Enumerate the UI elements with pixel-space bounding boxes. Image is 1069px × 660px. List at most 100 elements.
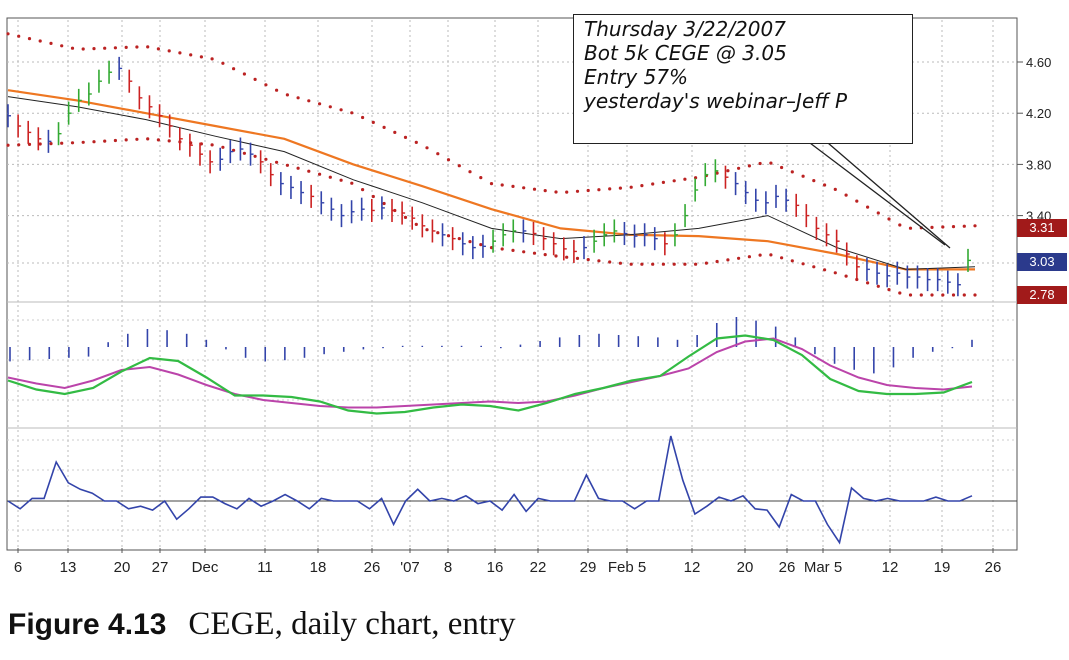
lower-band-dot xyxy=(951,293,956,297)
upper-band-dot xyxy=(790,170,794,174)
upper-band-dot xyxy=(446,158,451,162)
lower-band-dot xyxy=(382,201,386,206)
upper-band-dot xyxy=(833,187,837,191)
x-tick-label: '07 xyxy=(400,559,420,576)
upper-band-dot xyxy=(135,45,139,49)
x-tick-label: Mar 5 xyxy=(804,559,842,576)
upper-band-dot xyxy=(866,205,870,209)
lower-band-dot xyxy=(812,265,816,269)
upper-band-dot xyxy=(6,32,10,36)
lower-band-dot xyxy=(898,291,902,295)
upper-band-dot xyxy=(70,46,75,50)
lower-band-dot xyxy=(38,142,42,146)
upper-band-dot xyxy=(489,182,494,186)
x-tick-label: 8 xyxy=(444,559,452,576)
x-tick-label: 27 xyxy=(152,559,169,576)
lower-band-dot xyxy=(414,222,418,226)
upper-band-dot xyxy=(532,187,537,191)
x-tick-label: 11 xyxy=(257,559,273,576)
upper-band-dot xyxy=(414,140,418,144)
lower-band-dot xyxy=(70,141,75,145)
lower-band-dot xyxy=(823,268,827,272)
lower-band-dot xyxy=(801,262,805,266)
upper-band-dot xyxy=(350,111,354,115)
lower-band-dot xyxy=(866,281,870,285)
upper-band-dot xyxy=(425,146,429,150)
upper-band-dot xyxy=(737,166,741,170)
annotation-line: Bot 5k CEGE @ 3.05 xyxy=(584,41,787,65)
upper-band-dot xyxy=(318,102,322,106)
upper-band-dot xyxy=(801,174,805,178)
lower-band-dot xyxy=(876,284,880,288)
upper-band-dot xyxy=(38,39,42,43)
annotation-line: yesterday's webinar–Jeff P xyxy=(584,89,848,113)
lower-band-dot xyxy=(962,293,966,297)
lower-band-dot xyxy=(60,141,64,145)
lower-band-dot xyxy=(640,262,644,266)
lower-band-dot xyxy=(737,256,741,260)
oscillator-panel xyxy=(7,435,1017,545)
upper-band-dot xyxy=(199,55,203,59)
y-tick-label: 4.20 xyxy=(1026,106,1051,121)
annotation-line: Thursday 3/22/2007 xyxy=(584,17,786,41)
lower-band-dot xyxy=(285,163,289,167)
lower-band-dot xyxy=(511,248,515,252)
lower-band-dot xyxy=(210,143,214,147)
axis-labels: 4.604.203.803.403.036132027Dec111826'078… xyxy=(14,55,1051,576)
upper-band-dot xyxy=(210,57,214,61)
lower-band-dot xyxy=(350,181,354,185)
upper-band-dot xyxy=(715,171,719,175)
lower-band-dot xyxy=(780,256,784,260)
lower-band-dot xyxy=(103,139,107,143)
upper-band-dot xyxy=(382,125,386,129)
lower-band-dot xyxy=(135,137,139,141)
lower-band-dot xyxy=(790,259,794,263)
price-tag-upper: 3.31 xyxy=(1017,219,1067,237)
upper-band-dot xyxy=(747,164,752,168)
lower-band-dot xyxy=(49,142,53,146)
x-tick-label: 20 xyxy=(737,559,754,576)
lower-band-dot xyxy=(554,254,558,258)
macd-line xyxy=(7,334,973,415)
lower-band-dot xyxy=(468,240,472,244)
upper-band-dot xyxy=(780,165,784,170)
annotation-pointer xyxy=(809,142,946,246)
upper-band-dot xyxy=(565,190,569,194)
upper-band-dot xyxy=(511,184,515,188)
lower-band-dot xyxy=(371,194,375,199)
upper-band-dot xyxy=(855,199,859,203)
upper-band-dot xyxy=(393,130,397,134)
lower-band-dot xyxy=(522,250,526,254)
upper-band-dot xyxy=(275,88,279,92)
upper-band-dot xyxy=(27,37,32,41)
lower-band-dot xyxy=(167,139,171,143)
lower-band-dot xyxy=(629,262,633,266)
upper-band-dot xyxy=(973,224,977,228)
lower-band-dot xyxy=(425,228,429,232)
upper-band-dot xyxy=(962,224,966,228)
x-tick-label: 18 xyxy=(310,559,327,576)
lower-band-dot xyxy=(833,271,837,275)
lower-band-dot xyxy=(113,138,117,143)
lower-band-dot xyxy=(436,231,440,235)
upper-band-dot xyxy=(608,187,612,191)
lower-band-dot xyxy=(930,293,934,297)
upper-band-dot xyxy=(49,41,53,46)
x-tick-label: 13 xyxy=(60,559,77,576)
upper-band-dot xyxy=(285,93,289,97)
price-tag-lower: 2.78 xyxy=(1017,286,1067,304)
lower-band-dot xyxy=(242,151,246,155)
lower-band-dot xyxy=(597,259,601,263)
upper-band-dot xyxy=(726,169,730,173)
upper-band-dot xyxy=(554,190,558,194)
lower-band-dot xyxy=(908,293,913,297)
upper-band-dot xyxy=(543,189,547,193)
lower-band-dot xyxy=(672,262,676,266)
lower-band-dot xyxy=(887,288,891,292)
upper-band-dot xyxy=(941,225,945,229)
upper-band-dot xyxy=(189,53,193,57)
lower-band-dot xyxy=(253,154,257,158)
upper-band-dot xyxy=(371,120,375,124)
lower-band-dot xyxy=(543,253,547,257)
upper-band-dot xyxy=(361,115,365,120)
